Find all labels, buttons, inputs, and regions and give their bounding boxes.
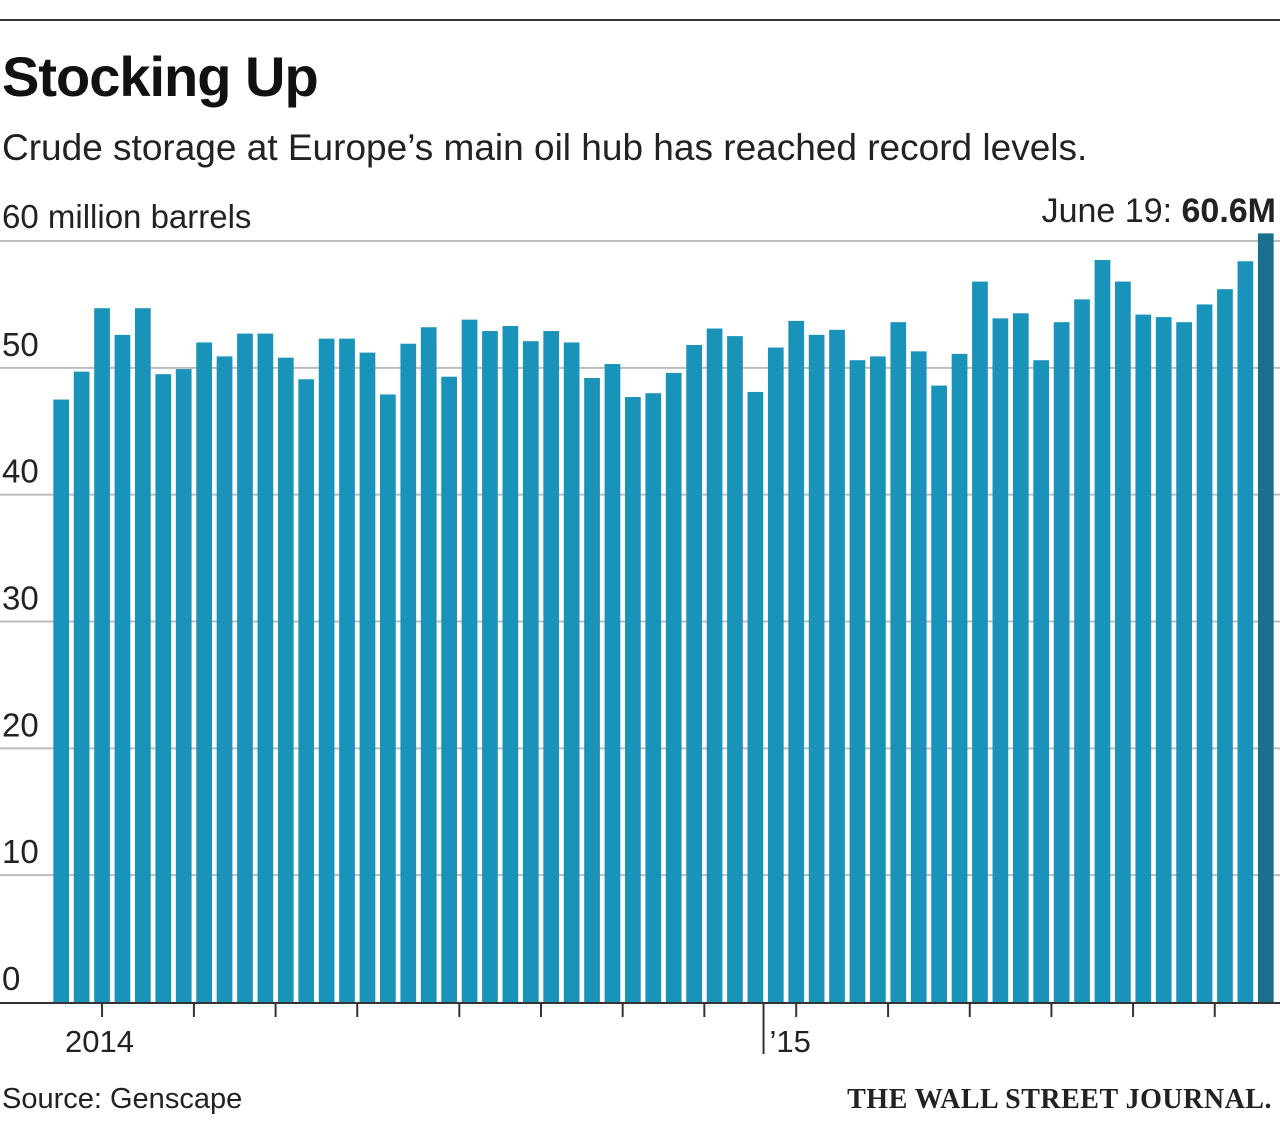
bar [1217, 289, 1233, 1002]
bar [543, 331, 560, 1003]
bar [584, 377, 600, 1002]
bar [1196, 304, 1213, 1003]
y-tick-label: 20 [2, 706, 39, 743]
bar [1135, 314, 1152, 1002]
bar [53, 399, 70, 1002]
bar [441, 376, 457, 1002]
bar [114, 334, 131, 1002]
bar [747, 391, 764, 1003]
bar [216, 356, 233, 1002]
annotation-prefix: June 19: [1042, 192, 1182, 230]
bar [706, 328, 723, 1002]
bar [808, 334, 825, 1002]
bar [563, 342, 580, 1002]
bar [339, 338, 355, 1002]
bar [910, 351, 927, 1003]
y-tick-label: 10 [2, 833, 39, 870]
y-tick-label: 0 [2, 960, 20, 997]
bar [175, 369, 192, 1002]
bar [645, 393, 662, 1002]
bar [461, 319, 478, 1002]
bar [972, 281, 988, 1002]
bar [482, 331, 498, 1003]
bar [686, 345, 702, 1003]
bar [1074, 299, 1090, 1002]
bar [625, 397, 641, 1002]
x-tick-label: 2014 [65, 1024, 134, 1059]
bar [1257, 233, 1274, 1002]
bar [931, 385, 947, 1003]
bar-chart: 0 10 20 30 40 50 60 million barrels 2014 ’15 June… [0, 192, 1280, 1059]
top-rule [0, 19, 1280, 21]
bar [277, 357, 294, 1002]
bar [400, 343, 417, 1002]
bar [318, 338, 335, 1002]
bar [992, 318, 1009, 1002]
y-tick-label: 30 [2, 580, 39, 617]
bar [829, 329, 845, 1002]
bar [870, 356, 886, 1002]
bar [1053, 322, 1070, 1002]
bar [1033, 360, 1050, 1002]
bar [890, 322, 907, 1002]
bar [237, 333, 253, 1002]
source-note: Source: Genscape [2, 1083, 243, 1115]
bar [604, 364, 621, 1002]
bar [849, 360, 866, 1002]
annotation-value: 60.6M [1182, 192, 1277, 230]
y-tick-label: 40 [2, 453, 39, 490]
bar [1012, 313, 1029, 1002]
bar [522, 341, 539, 1002]
y-tick-label: 50 [2, 326, 39, 363]
bar [196, 342, 212, 1002]
bar [155, 374, 172, 1002]
bar [420, 327, 437, 1002]
bar [298, 379, 315, 1002]
bar [257, 333, 274, 1002]
bar [1094, 260, 1111, 1002]
bar [951, 353, 968, 1002]
bar [502, 325, 519, 1002]
bar [73, 371, 90, 1003]
chart-subtitle: Crude storage at Europe’s main oil hub h… [2, 127, 1088, 168]
bar [135, 308, 151, 1002]
bar [359, 352, 376, 1002]
bar [665, 372, 682, 1002]
bar [788, 320, 805, 1002]
publisher-logo: THE WALL STREET JOURNAL. [847, 1084, 1272, 1115]
annotation-label: June 19: 60.6M [1042, 192, 1276, 230]
x-tick-label: ’15 [770, 1024, 811, 1059]
bar [1115, 281, 1131, 1002]
bar [1155, 317, 1172, 1003]
bar [1237, 261, 1254, 1002]
chart-title: Stocking Up [2, 45, 319, 108]
bar [727, 336, 743, 1002]
bar [380, 394, 396, 1002]
bar [1176, 322, 1192, 1002]
bar [94, 308, 110, 1002]
bar [767, 347, 784, 1002]
y-axis-label: 60 million barrels [2, 198, 251, 235]
